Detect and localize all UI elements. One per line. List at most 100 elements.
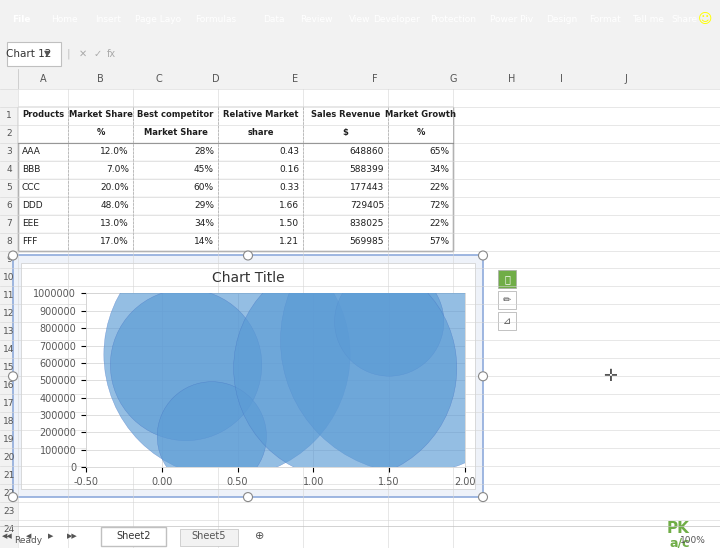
Text: 8: 8 — [6, 237, 12, 246]
Text: 65%: 65% — [429, 147, 449, 156]
Text: 16: 16 — [4, 381, 14, 390]
Text: 838025: 838025 — [350, 219, 384, 228]
Text: F: F — [372, 73, 377, 84]
Text: FFF: FFF — [22, 237, 37, 246]
FancyBboxPatch shape — [0, 89, 18, 548]
Text: 729405: 729405 — [350, 201, 384, 210]
Text: View: View — [349, 15, 371, 24]
Text: 9: 9 — [6, 255, 12, 264]
Text: 12: 12 — [4, 309, 14, 318]
Text: 15: 15 — [4, 363, 14, 372]
Text: 17.0%: 17.0% — [100, 237, 129, 246]
Text: 24: 24 — [4, 524, 14, 534]
FancyBboxPatch shape — [180, 529, 238, 546]
FancyBboxPatch shape — [101, 527, 166, 546]
Text: 57%: 57% — [429, 237, 449, 246]
Bar — [18, 107, 453, 250]
FancyBboxPatch shape — [0, 89, 720, 548]
Text: 29%: 29% — [194, 201, 214, 210]
Point — [206, 432, 217, 441]
Text: 648860: 648860 — [350, 147, 384, 156]
Text: share: share — [247, 128, 274, 138]
Text: Market Share: Market Share — [143, 128, 207, 138]
Text: 17: 17 — [4, 399, 14, 408]
Text: C: C — [155, 73, 162, 84]
Text: ⊕: ⊕ — [254, 531, 264, 541]
Text: H: H — [508, 73, 515, 84]
Point — [384, 317, 395, 326]
Text: 1: 1 — [6, 111, 12, 120]
Text: $: $ — [343, 128, 348, 138]
Text: ◀: ◀ — [26, 533, 32, 539]
FancyBboxPatch shape — [7, 42, 61, 66]
Text: 5: 5 — [6, 183, 12, 192]
Text: 72%: 72% — [429, 201, 449, 210]
Bar — [498, 292, 516, 310]
Text: Tell me: Tell me — [632, 15, 664, 24]
Text: 2: 2 — [6, 129, 12, 138]
Point — [408, 336, 419, 345]
Text: 14: 14 — [4, 345, 14, 354]
Text: 18: 18 — [4, 416, 14, 426]
Text: 22: 22 — [4, 489, 14, 498]
Text: PK: PK — [667, 521, 690, 535]
Text: BBB: BBB — [22, 165, 40, 174]
Point — [339, 364, 351, 373]
Text: %: % — [96, 128, 104, 138]
Text: Relative Market: Relative Market — [222, 110, 298, 119]
Text: Best competitor: Best competitor — [138, 110, 214, 119]
Text: 23: 23 — [4, 506, 14, 516]
Text: 10: 10 — [4, 273, 14, 282]
Text: 1.50: 1.50 — [279, 219, 299, 228]
Bar — [18, 107, 453, 142]
Text: Market Growth: Market Growth — [385, 110, 456, 119]
Text: Sheet5: Sheet5 — [192, 531, 226, 541]
Point — [180, 361, 192, 369]
Text: 60%: 60% — [194, 183, 214, 192]
Text: 48.0%: 48.0% — [100, 201, 129, 210]
Text: |: | — [66, 48, 71, 59]
Text: Data: Data — [263, 15, 284, 24]
Text: Formulas: Formulas — [195, 15, 237, 24]
Text: 0.16: 0.16 — [279, 165, 299, 174]
Text: Ready: Ready — [14, 536, 42, 545]
Text: A: A — [40, 73, 47, 84]
Text: DDD: DDD — [22, 201, 42, 210]
Text: 19: 19 — [4, 435, 14, 444]
Text: 34%: 34% — [194, 219, 214, 228]
Text: Share: Share — [671, 15, 697, 24]
Bar — [498, 312, 516, 330]
Text: 1.66: 1.66 — [279, 201, 299, 210]
Text: File: File — [12, 15, 31, 24]
Text: AAA: AAA — [22, 147, 41, 156]
Text: Power Piv: Power Piv — [490, 15, 533, 24]
Text: B: B — [97, 73, 104, 84]
Text: Protection: Protection — [431, 15, 477, 24]
Circle shape — [243, 493, 253, 501]
Text: CCC: CCC — [22, 183, 41, 192]
Text: 28%: 28% — [194, 147, 214, 156]
Text: 0.43: 0.43 — [279, 147, 299, 156]
Text: Products: Products — [22, 110, 64, 119]
Circle shape — [243, 251, 253, 260]
Text: Market Share: Market Share — [68, 110, 132, 119]
Text: G: G — [450, 73, 457, 84]
Text: Page Layo: Page Layo — [135, 15, 181, 24]
Text: Format: Format — [589, 15, 621, 24]
Text: fx: fx — [107, 49, 116, 59]
Text: 1.21: 1.21 — [279, 237, 299, 246]
Text: 20: 20 — [4, 453, 14, 461]
Text: Sheet2: Sheet2 — [116, 531, 150, 541]
Text: ✕: ✕ — [78, 49, 87, 59]
Text: E: E — [292, 73, 298, 84]
Text: ▶▶: ▶▶ — [67, 533, 77, 539]
Text: 588399: 588399 — [349, 165, 384, 174]
Bar — [498, 271, 516, 288]
Text: J: J — [625, 73, 628, 84]
Text: 12.0%: 12.0% — [100, 147, 129, 156]
Text: ◀◀: ◀◀ — [2, 533, 12, 539]
Text: 4: 4 — [6, 165, 12, 174]
Text: Review: Review — [300, 15, 333, 24]
Text: EEE: EEE — [22, 219, 39, 228]
Text: Developer: Developer — [373, 15, 419, 24]
